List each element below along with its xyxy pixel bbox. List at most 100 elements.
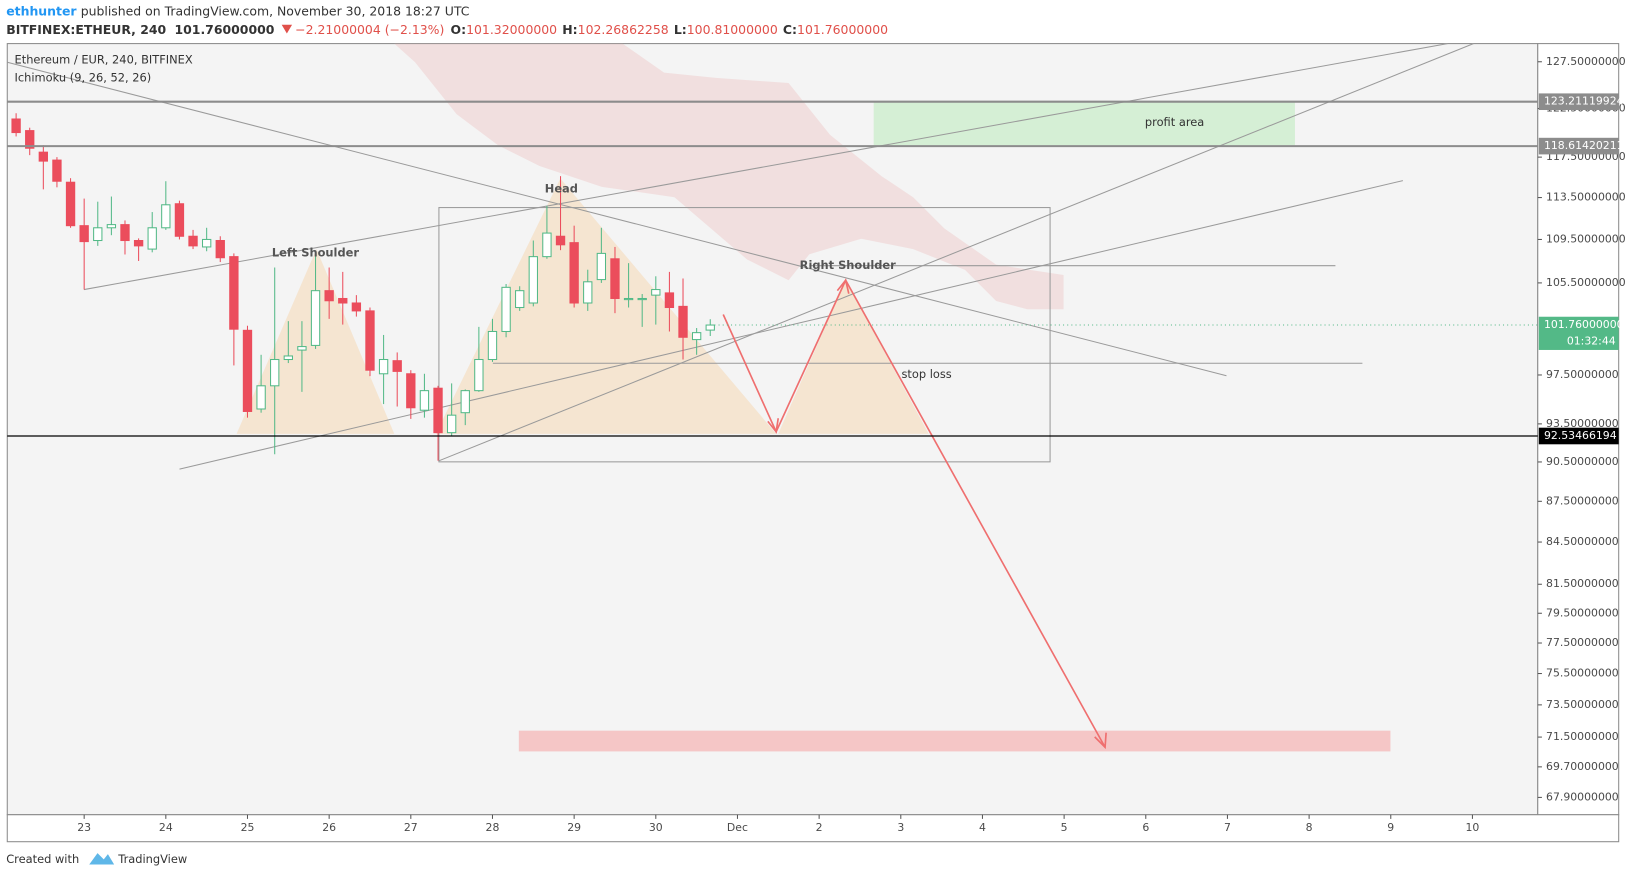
candle-body: [433, 387, 443, 434]
published: published on TradingView.com, November 3…: [81, 3, 470, 18]
candle-body: [528, 256, 538, 304]
candle-body: [446, 414, 457, 434]
level-label: 92.53466194: [1544, 429, 1617, 442]
x-tick-label: 28: [486, 821, 500, 834]
candle-body: [651, 289, 661, 296]
candle-body: [555, 235, 566, 246]
y-tick-label: 127.50000000: [1546, 55, 1626, 68]
candle-body: [310, 290, 321, 346]
x-tick-label: 6: [1142, 821, 1149, 834]
y-tick-label: 71.50000000: [1546, 730, 1619, 743]
countdown: 01:32:44: [1567, 335, 1616, 348]
y-tick-label: 79.50000000: [1546, 606, 1619, 619]
candle-body: [705, 324, 715, 331]
candle-body: [419, 390, 430, 411]
level-label: 123.21119924: [1544, 95, 1624, 108]
annotation: profit area: [1145, 115, 1204, 129]
candle-body: [664, 292, 675, 309]
ohlc-value: 102.26862258: [578, 22, 669, 37]
y-tick-label: 93.50000000: [1546, 417, 1619, 430]
y-tick-label: 67.90000000: [1546, 790, 1619, 803]
candle-body: [623, 297, 634, 301]
candle-body: [596, 252, 607, 281]
candle-body: [38, 151, 49, 162]
x-tick-label: 24: [159, 821, 173, 834]
candle-body: [460, 390, 470, 414]
candle-body: [406, 373, 416, 409]
candle-body: [65, 181, 76, 227]
trendline: [438, 43, 1474, 462]
x-tick-label: 25: [241, 821, 255, 834]
header-line: ethhunter published on TradingView.com, N…: [6, 3, 470, 18]
candle-body: [365, 310, 375, 371]
x-tick-label: 7: [1224, 821, 1231, 834]
ohlc-value: 100.81000000: [687, 22, 778, 37]
last-price: 101.76000000: [175, 22, 275, 37]
pattern-box: [438, 207, 1051, 463]
y-tick-label: 97.50000000: [1546, 368, 1619, 381]
candle-body: [637, 297, 647, 301]
candle-body: [256, 385, 266, 410]
ohlc-label: L:: [674, 22, 687, 37]
annotation: Right Shoulder: [800, 258, 896, 272]
y-tick-label: 81.50000000: [1546, 577, 1619, 590]
profit-zone: [873, 101, 1295, 146]
candle-body: [270, 358, 280, 387]
legend-indicator: Ichimoku (9, 26, 52, 26): [15, 70, 152, 84]
x-tick-label: Dec: [727, 821, 748, 834]
x-tick-label: 9: [1387, 821, 1394, 834]
candle-body: [542, 232, 552, 258]
down-triangle: [281, 24, 293, 34]
y-tick-label: 84.50000000: [1546, 535, 1619, 548]
symbol: BITFINEX:ETHEUR, 240: [6, 22, 166, 37]
candle-body: [215, 240, 225, 259]
ohlc-label: H:: [562, 22, 577, 37]
y-tick-label: 87.50000000: [1546, 494, 1619, 507]
arrow-head: [767, 418, 780, 434]
y-tick-label: 105.50000000: [1546, 276, 1626, 289]
candle-body: [297, 346, 307, 351]
candle-body: [106, 224, 117, 229]
candle-body: [691, 332, 702, 341]
candle-body: [569, 242, 579, 304]
y-tick-label: 73.50000000: [1546, 698, 1619, 711]
x-tick-label: 5: [1061, 821, 1068, 834]
target-zone: [518, 730, 1391, 752]
x-tick-label: 29: [567, 821, 581, 834]
x-tick-label: 10: [1466, 821, 1480, 834]
y-tick-label: 109.50000000: [1546, 232, 1626, 245]
candle-body: [283, 355, 293, 361]
candle-body: [583, 281, 593, 304]
candle-body: [133, 240, 144, 247]
level-label-box: [1538, 93, 1619, 111]
level-label-box: [1538, 427, 1619, 445]
x-tick-label: 8: [1306, 821, 1313, 834]
price-label: 101.76000000: [1544, 318, 1624, 331]
annotation: Left Shoulder: [272, 246, 359, 260]
ohlc-value: 101.76000000: [797, 22, 888, 37]
candle-body: [201, 238, 212, 248]
candle-body: [501, 286, 511, 333]
projection-path: [722, 278, 1106, 748]
candle-body: [174, 203, 185, 237]
candle-body: [188, 235, 198, 247]
candle-body: [515, 290, 525, 309]
x-tick-label: 2: [816, 821, 823, 834]
candle-body: [79, 225, 89, 243]
candle-body: [52, 159, 62, 182]
candle-body: [11, 118, 21, 134]
trendline: [83, 43, 1448, 291]
candle-body: [93, 227, 103, 242]
symbol-line: BITFINEX:ETHEUR, 240 101.76000000 −2.21000…: [6, 22, 888, 37]
candle-body: [474, 358, 484, 392]
annotation: stop loss: [901, 367, 951, 381]
x-tick-label: 23: [77, 821, 91, 834]
candle-body: [392, 360, 402, 372]
trendline: [179, 180, 1403, 470]
legend-instrument: Ethereum / EUR, 240, BITFINEX: [15, 53, 193, 67]
author[interactable]: ethhunter: [6, 3, 77, 18]
y-tick-label: 75.50000000: [1546, 667, 1619, 680]
brand[interactable]: TradingView: [117, 852, 187, 866]
y-tick-label: 90.50000000: [1546, 455, 1619, 468]
candle-body: [242, 329, 253, 412]
